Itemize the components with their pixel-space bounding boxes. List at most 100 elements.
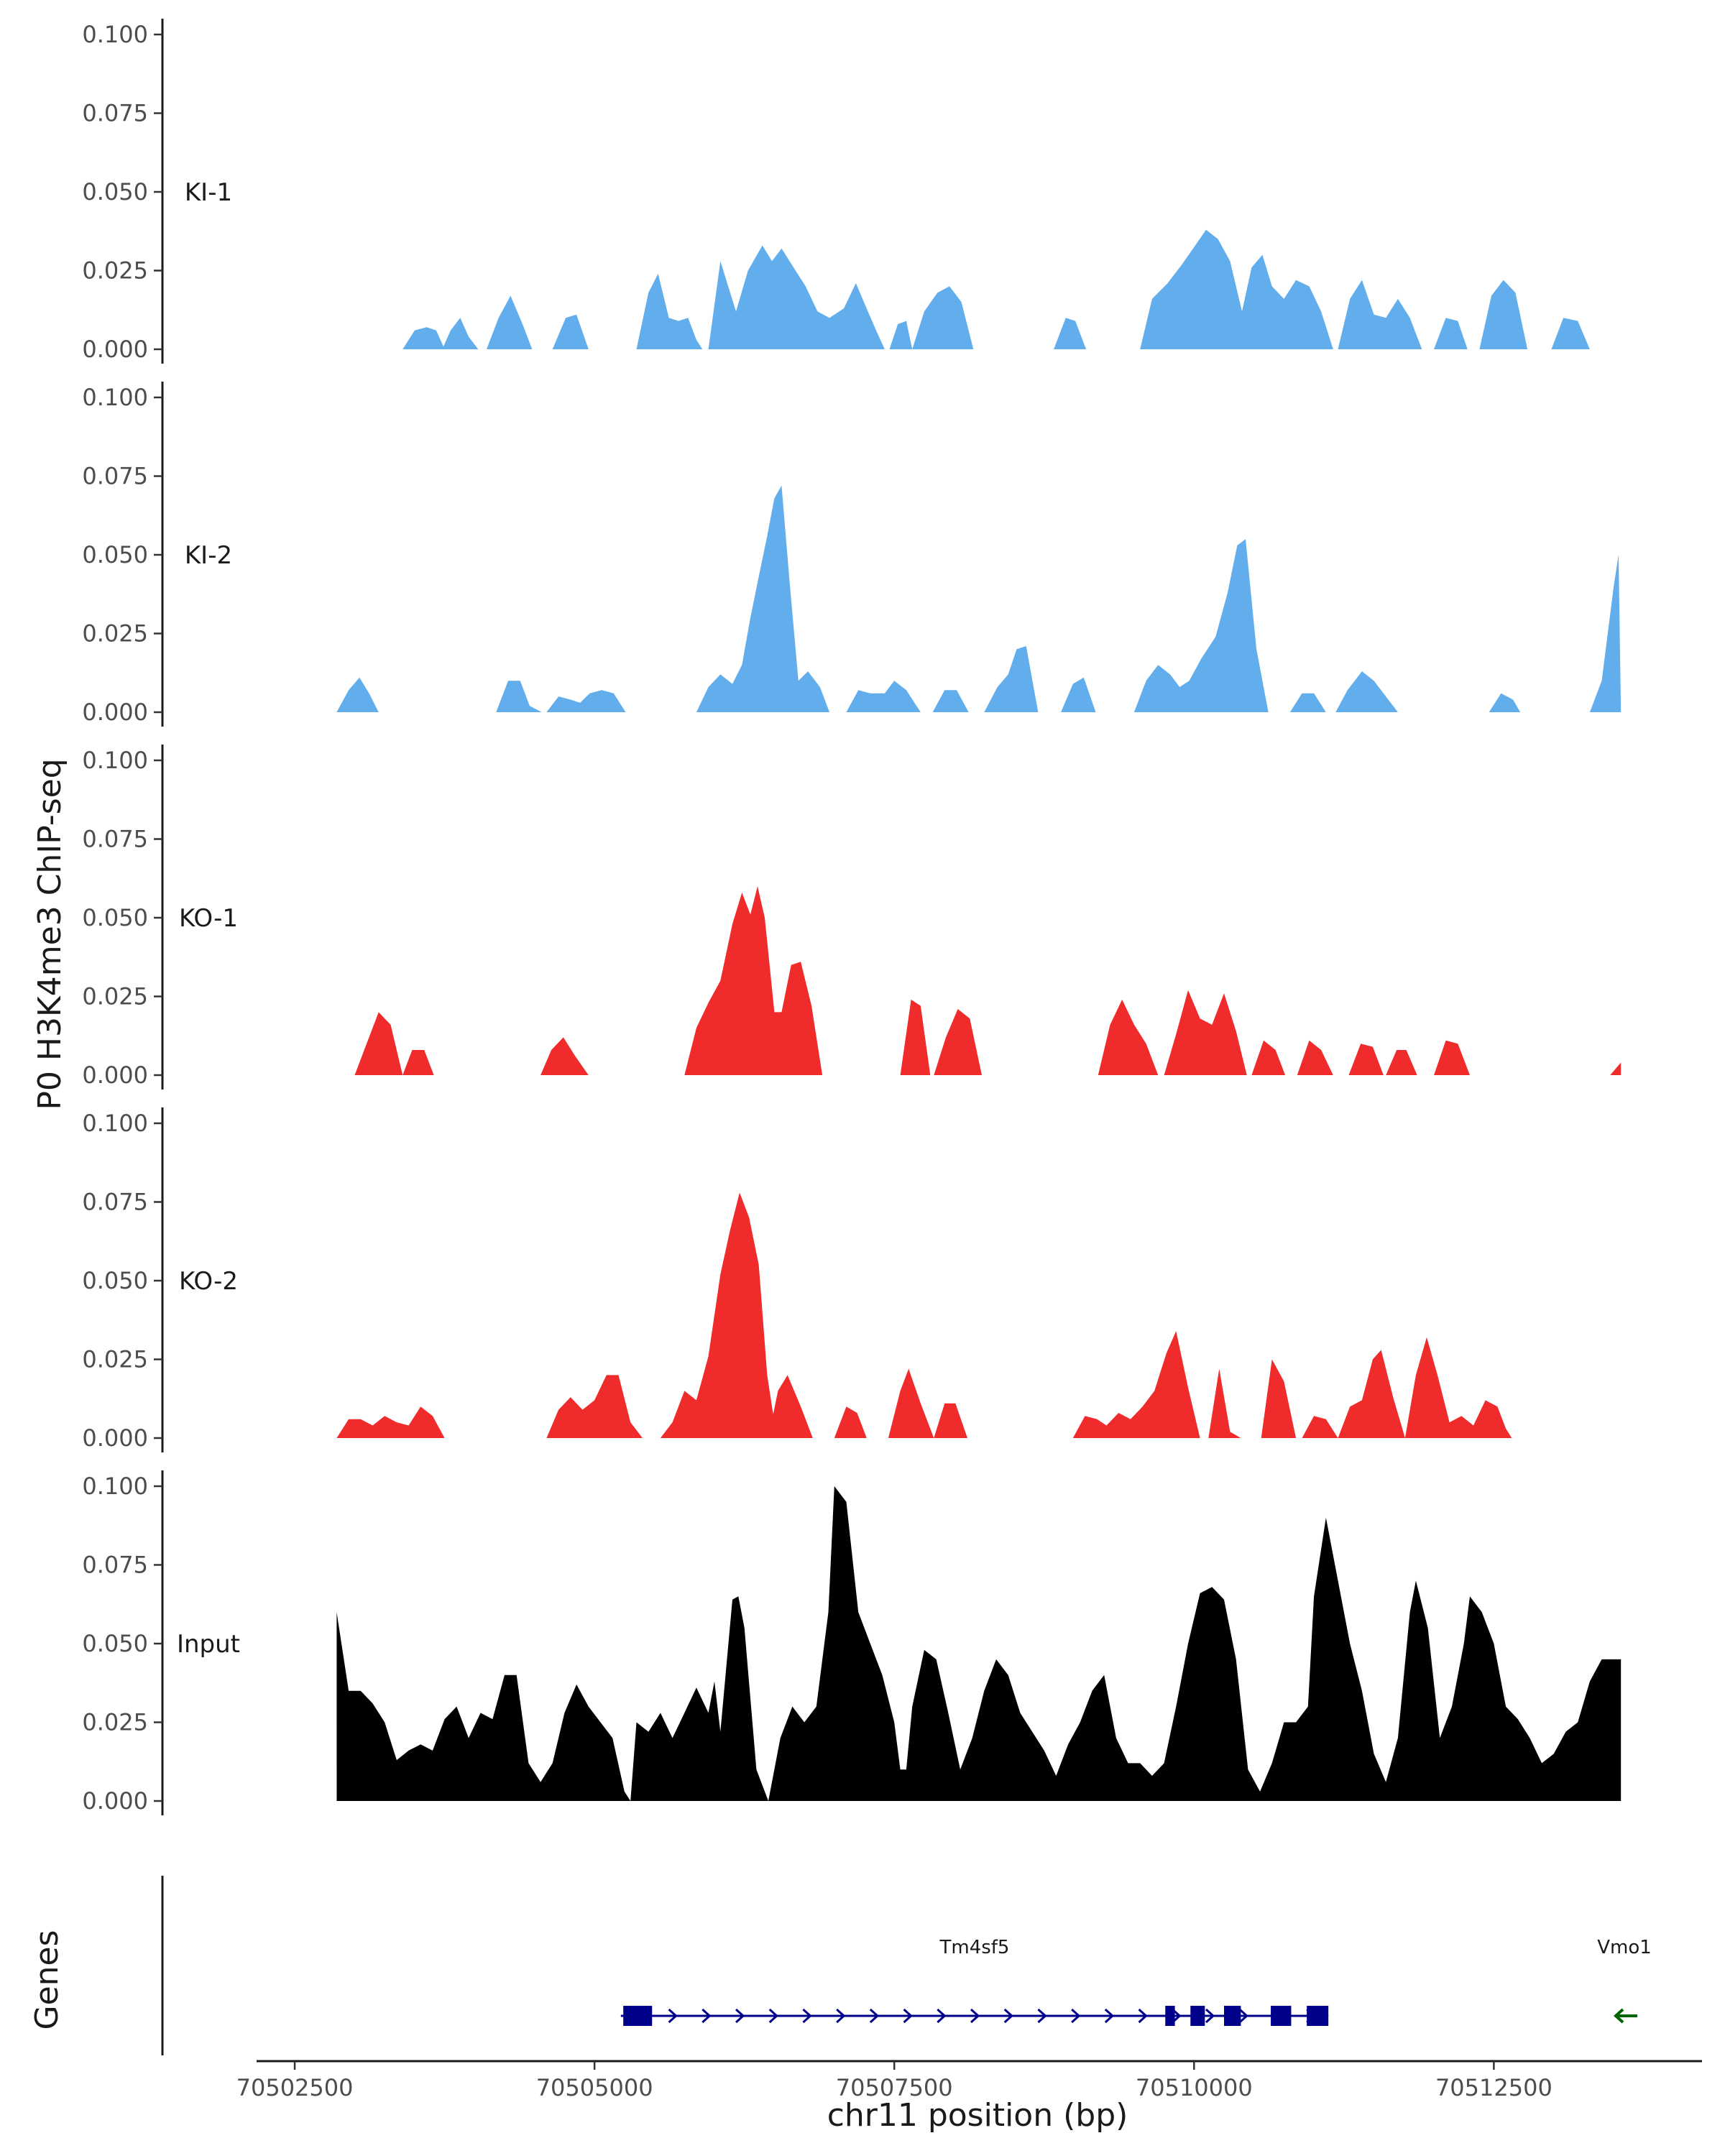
signal-peak bbox=[1054, 318, 1087, 349]
strand-chevron bbox=[1104, 2008, 1115, 2024]
y-tick-label: 0.075 bbox=[82, 1189, 148, 1216]
y-tick-label: 0.100 bbox=[82, 1473, 148, 1500]
y-tick-label: 0.050 bbox=[82, 178, 148, 206]
strand-chevron bbox=[836, 2008, 846, 2024]
gene-exon bbox=[1190, 2006, 1205, 2026]
signal-peak bbox=[708, 245, 885, 349]
signal-peak bbox=[1386, 1050, 1417, 1075]
strand-chevron bbox=[1238, 2008, 1248, 2024]
y-tick-label: 0.075 bbox=[82, 826, 148, 853]
gene-label: Vmo1 bbox=[1597, 1937, 1652, 1958]
signal-peak bbox=[1489, 693, 1521, 712]
strand-chevron bbox=[903, 2008, 913, 2024]
signal-peak bbox=[1610, 1062, 1622, 1075]
track-ko-1: 0.000 0.025 0.050 0.075 0.100 KO-1 bbox=[82, 745, 1622, 1089]
signal-area bbox=[336, 1486, 1622, 1801]
signal-peak bbox=[552, 314, 589, 349]
signal-peak bbox=[442, 318, 479, 349]
x-tick-label: 70502500 bbox=[236, 2074, 354, 2101]
genes-track-title: Genes bbox=[29, 1930, 65, 2030]
gene-exon bbox=[623, 2006, 653, 2026]
signal-peak bbox=[402, 1050, 434, 1075]
signal-peak bbox=[846, 681, 921, 712]
signal-peak bbox=[1434, 1040, 1470, 1075]
signal-peak bbox=[336, 677, 379, 712]
strand-chevron bbox=[802, 2008, 812, 2024]
signal-peak bbox=[336, 1406, 445, 1438]
strand-chevron bbox=[1205, 2008, 1215, 2024]
strand-chevron bbox=[668, 2008, 678, 2024]
strand-chevron bbox=[869, 2008, 880, 2024]
genes-layer: Tm4sf5 Vmo1 bbox=[161, 1876, 1652, 2055]
gene-exon bbox=[1224, 2006, 1241, 2026]
track-ko-2: 0.000 0.025 0.050 0.075 0.100 KO-2 bbox=[82, 1107, 1512, 1452]
y-tick-label: 0.050 bbox=[82, 541, 148, 568]
y-axis-title: P0 H3K4me3 ChIP-seq bbox=[32, 758, 68, 1110]
y-tick-label: 0.000 bbox=[82, 699, 148, 726]
y-tick-label: 0.025 bbox=[82, 1709, 148, 1736]
signal-peak bbox=[768, 1375, 813, 1438]
gene-exon bbox=[1307, 2006, 1329, 2026]
strand-chevron bbox=[735, 2008, 745, 2024]
track-label: KO-1 bbox=[179, 904, 238, 933]
y-tick-label: 0.100 bbox=[82, 384, 148, 411]
strand-chevron bbox=[1003, 2008, 1013, 2024]
gene-tm4sf5: Tm4sf5 bbox=[620, 1937, 1329, 2026]
y-tick-label: 0.000 bbox=[82, 336, 148, 363]
signal-peak bbox=[1164, 990, 1247, 1075]
arrow-left-icon bbox=[1614, 2008, 1624, 2024]
signal-peak bbox=[1133, 539, 1269, 712]
x-axis-title: chr11 position (bp) bbox=[827, 2097, 1128, 2134]
signal-peak bbox=[354, 1012, 403, 1075]
signal-peak bbox=[1289, 693, 1326, 712]
track-label: Input bbox=[177, 1630, 240, 1659]
signal-peak bbox=[1208, 1368, 1241, 1438]
track-ki-2: 0.000 0.025 0.050 0.075 0.100 KI-2 bbox=[82, 382, 1622, 727]
strand-chevron bbox=[1138, 2008, 1148, 2024]
signal-peak bbox=[546, 1375, 643, 1438]
signal-peak bbox=[932, 690, 969, 712]
signal-peak bbox=[934, 1403, 967, 1438]
strand-chevron bbox=[1037, 2008, 1047, 2024]
signal-peak bbox=[1302, 1416, 1338, 1438]
signal-peak bbox=[402, 327, 445, 349]
signal-peak bbox=[1098, 999, 1159, 1075]
track-input: 0.000 0.025 0.050 0.075 0.100 Input bbox=[82, 1470, 1622, 1815]
track-label: KI-1 bbox=[185, 178, 232, 207]
y-tick-label: 0.100 bbox=[82, 1110, 148, 1137]
signal-peak bbox=[1061, 677, 1096, 712]
signal-peak bbox=[1261, 1359, 1297, 1438]
signal-peak bbox=[684, 886, 823, 1075]
signal-peak bbox=[888, 1368, 934, 1438]
signal-peak bbox=[984, 646, 1039, 712]
y-tick-label: 0.000 bbox=[82, 1061, 148, 1089]
signal-peak bbox=[1434, 318, 1468, 349]
strand-chevron bbox=[937, 2008, 947, 2024]
y-tick-label: 0.050 bbox=[82, 904, 148, 931]
signal-peak bbox=[1335, 671, 1398, 712]
signal-peak bbox=[1297, 1040, 1333, 1075]
tracks-layer: 0.0000.0250.0500.0750.100KI-10.0000.0250… bbox=[82, 19, 1622, 1815]
y-tick-label: 0.000 bbox=[82, 1787, 148, 1815]
x-tick-label: 70512500 bbox=[1435, 2074, 1552, 2101]
y-tick-label: 0.050 bbox=[82, 1267, 148, 1294]
strand-chevron bbox=[1071, 2008, 1081, 2024]
y-tick-label: 0.100 bbox=[82, 21, 148, 48]
signal-peak bbox=[1589, 555, 1622, 712]
x-tick-label: 70510000 bbox=[1136, 2074, 1253, 2101]
y-tick-label: 0.025 bbox=[82, 1346, 148, 1373]
signal-peak bbox=[934, 1009, 982, 1075]
y-tick-label: 0.075 bbox=[82, 1552, 148, 1579]
y-tick-label: 0.025 bbox=[82, 983, 148, 1010]
strand-chevron bbox=[1172, 2008, 1182, 2024]
signal-peak bbox=[1404, 1337, 1512, 1438]
signal-peak bbox=[696, 485, 830, 712]
signal-peak bbox=[636, 273, 703, 349]
gene-label: Tm4sf5 bbox=[939, 1937, 1009, 1958]
signal-peak bbox=[1140, 229, 1333, 349]
gene-vmo1: Vmo1 bbox=[1597, 1937, 1652, 2024]
gene-exon bbox=[1271, 2006, 1292, 2026]
signal-peak bbox=[1338, 280, 1422, 349]
signal-peak bbox=[487, 295, 533, 349]
